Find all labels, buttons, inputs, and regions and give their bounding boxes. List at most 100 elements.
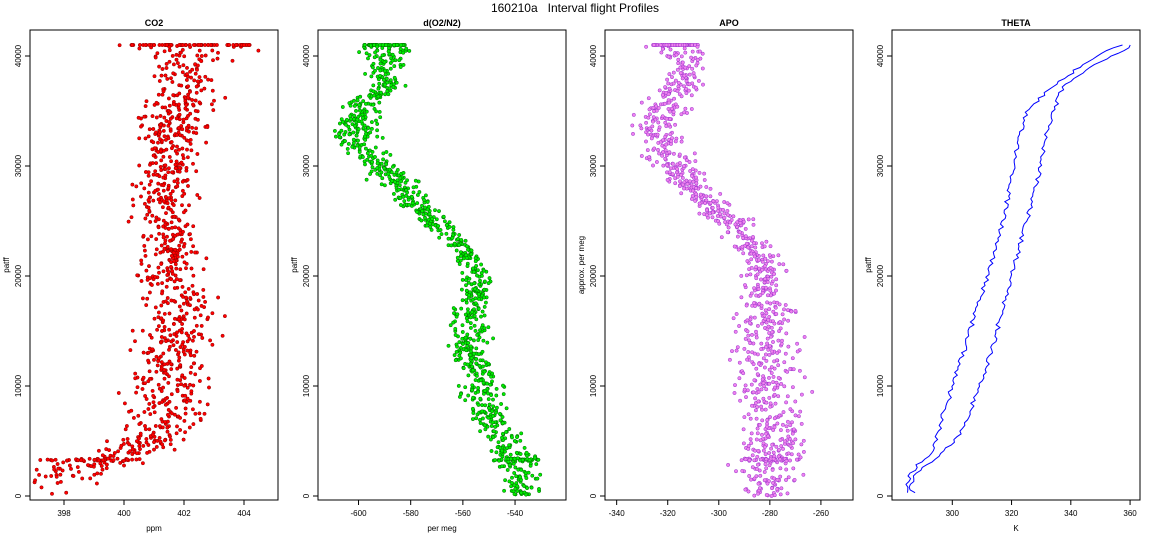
data-point xyxy=(496,440,501,445)
data-point xyxy=(172,447,177,452)
data-point xyxy=(765,293,770,298)
data-point xyxy=(164,284,169,289)
data-point xyxy=(140,296,145,301)
data-point xyxy=(662,101,667,106)
data-point xyxy=(788,458,792,463)
data-point xyxy=(206,43,211,47)
data-point xyxy=(779,486,784,491)
data-point xyxy=(682,73,687,78)
data-point xyxy=(744,273,749,278)
data-point xyxy=(176,125,181,130)
data-point xyxy=(482,295,487,300)
data-point xyxy=(185,155,190,160)
data-point xyxy=(160,205,165,210)
data-point xyxy=(771,456,776,461)
data-point xyxy=(140,328,145,333)
data-point xyxy=(702,212,707,217)
data-point xyxy=(781,410,786,415)
data-point xyxy=(472,281,477,286)
data-point xyxy=(137,457,142,462)
data-point xyxy=(153,219,158,224)
data-point xyxy=(415,201,420,206)
data-point xyxy=(751,222,756,227)
data-point xyxy=(189,249,194,254)
data-point xyxy=(167,103,172,108)
x-tick-label: 340 xyxy=(1064,509,1078,518)
data-point xyxy=(476,385,481,390)
data-point xyxy=(154,161,159,166)
data-point xyxy=(654,160,659,164)
data-point xyxy=(779,341,784,346)
data-point xyxy=(177,304,182,309)
data-point xyxy=(750,303,755,308)
data-point xyxy=(434,217,439,222)
data-point xyxy=(143,170,148,174)
data-point xyxy=(733,222,738,227)
data-point xyxy=(206,77,211,82)
data-point xyxy=(746,350,751,354)
data-point xyxy=(764,239,769,244)
data-point xyxy=(104,462,109,467)
y-tick-label: 40000 xyxy=(302,44,311,67)
data-point xyxy=(744,395,748,400)
data-point xyxy=(92,462,97,467)
data-point xyxy=(181,294,185,299)
data-point xyxy=(460,277,465,282)
data-point xyxy=(121,437,126,442)
data-point xyxy=(659,50,664,55)
data-point xyxy=(665,77,670,82)
data-point xyxy=(186,123,191,128)
data-point xyxy=(177,64,182,69)
data-point xyxy=(169,339,174,344)
data-point xyxy=(461,366,466,371)
data-point xyxy=(165,249,170,254)
data-point xyxy=(154,130,158,135)
data-point xyxy=(185,65,189,70)
data-point xyxy=(536,457,541,462)
data-point xyxy=(700,51,705,56)
data-point xyxy=(486,281,491,286)
data-point xyxy=(690,194,695,198)
data-point xyxy=(417,190,422,194)
data-point xyxy=(136,115,141,120)
data-point xyxy=(667,72,672,77)
data-point xyxy=(700,66,705,71)
data-point xyxy=(682,155,687,160)
data-point xyxy=(174,405,179,410)
data-point xyxy=(796,414,801,419)
data-point xyxy=(752,315,757,320)
data-point xyxy=(651,105,656,110)
data-point xyxy=(471,351,476,356)
data-point xyxy=(793,413,798,418)
data-point xyxy=(171,62,176,67)
data-point xyxy=(181,210,186,215)
data-point xyxy=(690,174,695,178)
data-point xyxy=(179,308,184,313)
data-point xyxy=(764,358,769,363)
data-point xyxy=(802,375,807,380)
data-point xyxy=(655,132,660,137)
data-point xyxy=(465,264,470,269)
data-point xyxy=(142,248,147,253)
data-point xyxy=(494,450,499,455)
x-tick-label: -340 xyxy=(609,509,626,518)
data-point xyxy=(746,245,751,250)
data-point xyxy=(468,344,473,349)
data-point xyxy=(195,307,200,312)
data-point xyxy=(182,260,187,265)
data-point xyxy=(157,43,162,47)
data-point xyxy=(741,427,746,432)
data-point xyxy=(669,139,674,144)
data-point xyxy=(771,374,776,379)
data-point xyxy=(668,166,673,171)
data-point xyxy=(734,348,739,353)
data-point xyxy=(444,223,449,228)
data-point xyxy=(725,230,730,235)
data-point xyxy=(152,316,157,321)
data-point xyxy=(143,394,148,398)
data-point xyxy=(532,455,537,460)
data-point xyxy=(464,288,469,293)
data-point xyxy=(367,53,372,58)
data-point xyxy=(178,363,183,368)
data-point xyxy=(474,346,479,351)
